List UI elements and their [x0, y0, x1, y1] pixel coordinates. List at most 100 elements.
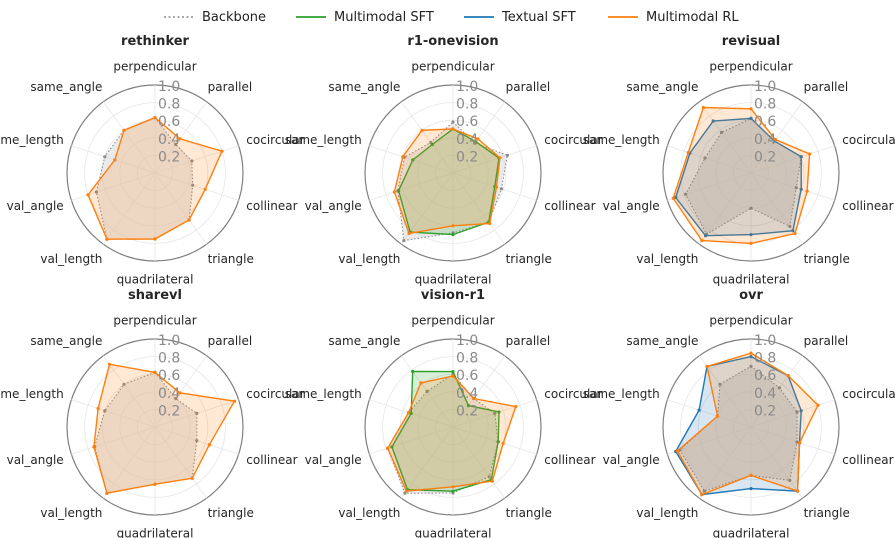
r-tick-label: 1.0	[456, 333, 478, 349]
data-point-multimodal-rl-collinear	[207, 443, 211, 447]
r-tick-label: 0.8	[754, 351, 776, 367]
axis-label-cocircular: cocircular	[544, 387, 602, 401]
axis-label-val_angle: val_angle	[305, 453, 362, 467]
data-point-multimodal-rl-val_length	[407, 231, 411, 236]
r-tick-label: 0.8	[158, 97, 180, 113]
data-point-multimodal-rl-collinear	[805, 189, 809, 193]
data-point-backbone-same_angle	[425, 389, 429, 393]
radar-chart-r1-onevision: 0.20.4 0.60.8 1.0 perpendicular parallel coci…	[285, 34, 603, 287]
axis-label-val_length: val_length	[338, 252, 400, 266]
legend-swatch-multimodal-rl	[608, 16, 638, 18]
axis-label-same_length: same_length	[0, 387, 64, 401]
axis-label-cocircular: cocircular	[246, 133, 304, 147]
axis-label-quadrilateral: quadrilateral	[713, 273, 790, 287]
data-point-multimodal-rl-same_angle	[122, 128, 126, 132]
data-point-multimodal-rl-same_length	[113, 158, 117, 162]
axis-label-perpendicular: perpendicular	[709, 314, 792, 328]
data-point-multimodal-rl-quadrilateral	[749, 473, 753, 477]
r-tick-label: 0.6	[456, 368, 478, 384]
data-point-multimodal-rl-same_angle	[420, 128, 424, 132]
r-tick-label: 1.0	[754, 333, 776, 349]
data-point-multimodal-rl-same_length	[715, 414, 720, 418]
axis-label-quadrilateral: quadrilateral	[713, 527, 790, 538]
data-point-backbone-cocircular	[195, 411, 199, 415]
axis-label-quadrilateral: quadrilateral	[415, 527, 492, 538]
axis-label-same_length: same_length	[583, 133, 660, 147]
data-point-backbone-triangle	[788, 478, 792, 482]
axis-label-val_angle: val_angle	[603, 453, 660, 467]
data-point-backbone-collinear	[195, 439, 199, 443]
data-point-multimodal-sft-same_angle	[430, 142, 434, 147]
data-point-multimodal-sft-same_length	[411, 158, 415, 162]
data-point-backbone-cocircular	[795, 410, 799, 414]
data-point-backbone-perpendicular	[451, 120, 455, 124]
data-point-multimodal-rl-perpendicular	[749, 351, 753, 355]
r-tick-label: 0.2	[158, 149, 180, 165]
data-point-multimodal-rl-val_angle	[386, 446, 390, 450]
r-tick-label: 0.4	[754, 386, 776, 402]
series-area-multimodal-rl	[88, 117, 222, 240]
data-point-multimodal-sft-same_angle	[411, 369, 415, 374]
series-area-backbone	[387, 374, 499, 494]
data-point-backbone-perpendicular	[749, 364, 753, 368]
axis-label-triangle: triangle	[506, 506, 552, 520]
data-point-multimodal-rl-quadrilateral	[153, 482, 157, 486]
data-point-backbone-cocircular	[190, 159, 194, 163]
legend-entry-backbone: Backbone	[164, 8, 266, 26]
axis-label-quadrilateral: quadrilateral	[117, 273, 194, 287]
data-point-multimodal-rl-perpendicular	[153, 116, 157, 120]
data-point-textual-sft-collinear	[799, 187, 803, 191]
data-point-multimodal-rl-quadrilateral	[451, 224, 455, 228]
data-point-multimodal-rl-triangle	[793, 231, 797, 236]
data-point-multimodal-rl-parallel	[773, 137, 777, 142]
axis-label-triangle: triangle	[208, 252, 254, 266]
axis-label-same_angle: same_angle	[328, 80, 400, 94]
data-point-multimodal-rl-val_angle	[675, 449, 680, 453]
r-tick-label: 0.6	[456, 114, 478, 130]
axis-label-collinear: collinear	[842, 199, 893, 213]
r-tick-label: 0.2	[456, 149, 478, 165]
axis-label-val_angle: val_angle	[7, 199, 64, 213]
data-point-multimodal-rl-same_length	[686, 151, 690, 155]
data-point-multimodal-rl-quadrilateral	[451, 485, 455, 489]
legend-label-backbone: Backbone	[202, 9, 267, 25]
chart-title: r1-onevision	[407, 34, 498, 49]
data-point-textual-sft-cocircular	[799, 155, 803, 159]
series-area-backbone	[96, 117, 193, 240]
data-point-backbone-same_length	[703, 156, 707, 160]
data-point-backbone-quadrilateral	[749, 206, 753, 210]
data-point-multimodal-rl-triangle	[190, 476, 194, 480]
data-point-multimodal-rl-triangle	[796, 489, 800, 493]
data-point-backbone-triangle	[788, 224, 792, 228]
data-point-multimodal-rl-val_length	[700, 493, 704, 497]
r-tick-label: 1.0	[754, 79, 776, 95]
axis-label-same_length: same_length	[285, 133, 362, 147]
data-point-multimodal-rl-same_length	[407, 411, 411, 415]
data-point-multimodal-sft-val_angle	[390, 445, 394, 449]
axis-label-parallel: parallel	[506, 80, 551, 94]
data-point-textual-sft-same_length	[697, 408, 701, 412]
axis-label-cocircular: cocircular	[842, 133, 895, 147]
axis-label-perpendicular: perpendicular	[709, 60, 792, 74]
data-point-multimodal-rl-cocircular	[232, 399, 237, 403]
legend-label-multimodal-rl: Multimodal RL	[646, 9, 739, 25]
data-point-textual-sft-quadrilateral	[749, 487, 753, 491]
axis-label-parallel: parallel	[804, 334, 849, 348]
data-point-multimodal-rl-val_length	[105, 491, 109, 495]
data-point-multimodal-rl-val_angle	[92, 445, 96, 449]
chart-title: vision-r1	[421, 288, 485, 303]
data-point-multimodal-rl-parallel	[178, 391, 182, 395]
data-point-multimodal-rl-same_angle	[419, 381, 423, 385]
axis-label-val_length: val_length	[636, 506, 698, 520]
legend-entry-textual-sft: Textual SFT	[464, 8, 576, 26]
chart-title: sharevl	[128, 288, 182, 303]
data-point-backbone-val_angle	[94, 190, 98, 194]
data-point-multimodal-rl-same_length	[96, 406, 100, 411]
data-point-multimodal-rl-parallel	[472, 396, 476, 401]
legend-label-multimodal-sft: Multimodal SFT	[334, 9, 434, 25]
data-point-multimodal-rl-perpendicular	[451, 127, 455, 131]
data-point-multimodal-rl-cocircular	[816, 403, 820, 407]
axis-label-triangle: triangle	[804, 252, 850, 266]
r-tick-label: 1.0	[158, 333, 180, 349]
r-tick-label: 0.6	[158, 368, 180, 384]
